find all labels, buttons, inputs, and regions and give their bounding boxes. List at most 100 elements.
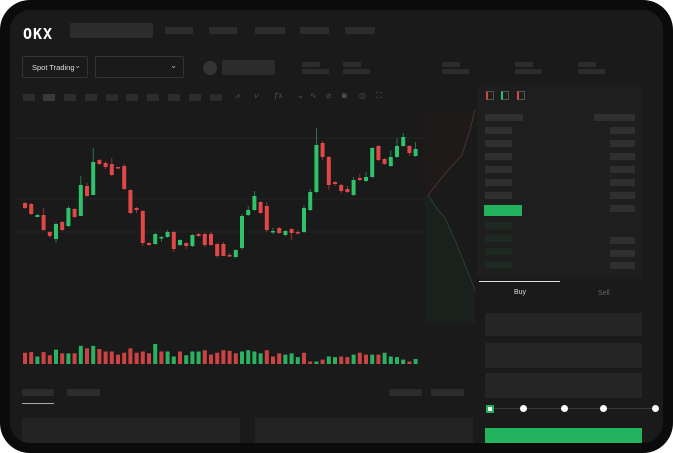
timeframe-button-active[interactable] xyxy=(43,94,55,101)
candle[interactable] xyxy=(388,157,393,166)
amount-input[interactable] xyxy=(485,343,642,368)
bottom-action[interactable] xyxy=(431,389,464,396)
candle[interactable] xyxy=(35,215,40,217)
candle[interactable] xyxy=(134,208,139,210)
candle[interactable] xyxy=(171,232,176,249)
line-icon[interactable]: ⩘ xyxy=(235,91,240,100)
bottom-action[interactable] xyxy=(389,389,422,396)
slider-stop-100[interactable] xyxy=(652,405,659,412)
ask-price[interactable] xyxy=(485,127,512,134)
candle[interactable] xyxy=(302,208,306,232)
candle[interactable] xyxy=(289,229,294,233)
candle[interactable] xyxy=(47,232,52,236)
candle[interactable] xyxy=(240,216,244,248)
candle[interactable] xyxy=(109,164,114,175)
timeframe-button[interactable] xyxy=(23,94,35,101)
candle[interactable] xyxy=(91,162,96,195)
candle[interactable] xyxy=(258,202,263,213)
candle[interactable] xyxy=(326,157,331,185)
candle[interactable] xyxy=(128,190,133,213)
slider-handle[interactable] xyxy=(486,405,494,413)
candle[interactable] xyxy=(147,243,151,245)
nav-item-4[interactable] xyxy=(300,27,329,34)
bid-price[interactable] xyxy=(485,235,512,242)
fullscreen-icon[interactable]: ⛶ xyxy=(376,91,382,100)
candle[interactable] xyxy=(122,166,127,189)
pair-dropdown[interactable]: ⌄ xyxy=(95,56,184,78)
chevron-down-icon[interactable]: ⌄ xyxy=(297,91,304,100)
candle[interactable] xyxy=(376,146,381,160)
candle[interactable] xyxy=(221,244,226,256)
candle[interactable] xyxy=(23,203,27,208)
price-input[interactable] xyxy=(485,313,642,336)
nav-item-1[interactable] xyxy=(165,27,193,34)
candle[interactable] xyxy=(66,208,71,226)
candle[interactable] xyxy=(41,215,46,230)
candle[interactable] xyxy=(314,145,319,192)
bid-price[interactable] xyxy=(485,261,512,268)
slider-stop-25[interactable] xyxy=(520,405,527,412)
candle[interactable] xyxy=(320,143,325,157)
timeframe-button[interactable] xyxy=(210,94,222,101)
search-bar[interactable] xyxy=(70,23,153,38)
candle[interactable] xyxy=(97,160,102,164)
timeframe-button[interactable] xyxy=(64,94,76,101)
candle[interactable] xyxy=(85,186,89,196)
candle[interactable] xyxy=(209,234,213,245)
wave-icon[interactable]: ∿ xyxy=(310,91,317,100)
total-input[interactable] xyxy=(485,373,642,398)
candle[interactable] xyxy=(407,146,412,153)
candle[interactable] xyxy=(153,234,158,244)
candle[interactable] xyxy=(333,182,337,184)
timeframe-button[interactable] xyxy=(85,94,97,101)
candle[interactable] xyxy=(339,185,344,191)
trading-mode-dropdown[interactable]: Spot Trading ⌄ xyxy=(22,56,88,78)
bottom-tab-orders[interactable] xyxy=(22,389,54,396)
bids-only-icon[interactable] xyxy=(501,91,509,100)
ask-price[interactable] xyxy=(485,140,512,147)
ruler-icon[interactable]: ⧄ xyxy=(326,91,332,100)
timeframe-button[interactable] xyxy=(106,94,118,101)
candle[interactable] xyxy=(351,180,356,195)
candle[interactable] xyxy=(233,250,238,257)
buy-button[interactable] xyxy=(485,428,642,443)
candle[interactable] xyxy=(308,192,313,210)
candle[interactable] xyxy=(370,148,375,177)
bottom-tab-history[interactable] xyxy=(67,389,100,396)
candle[interactable] xyxy=(215,244,220,256)
both-sides-icon[interactable] xyxy=(486,91,494,100)
candle[interactable] xyxy=(184,243,189,246)
okx-logo[interactable]: OKX xyxy=(23,25,54,43)
ask-price[interactable] xyxy=(485,153,512,160)
candle[interactable] xyxy=(283,231,288,235)
bid-price[interactable] xyxy=(485,222,512,229)
candle[interactable] xyxy=(202,234,207,245)
candle[interactable] xyxy=(252,196,257,210)
candle[interactable] xyxy=(159,237,164,239)
candle[interactable] xyxy=(72,209,77,217)
candle[interactable] xyxy=(78,185,83,216)
buy-tab[interactable]: Buy xyxy=(514,289,527,296)
chart-svg[interactable] xyxy=(10,10,663,443)
last-price-badge[interactable] xyxy=(484,205,522,216)
timeframe-button[interactable] xyxy=(126,94,138,101)
percent-slider-track[interactable] xyxy=(490,408,656,409)
timeframe-button[interactable] xyxy=(147,94,159,101)
sell-tab[interactable]: Sell xyxy=(598,290,610,297)
indicator-icon[interactable]: ƒx xyxy=(274,91,283,100)
candle[interactable] xyxy=(60,222,65,230)
nav-item-5[interactable] xyxy=(345,27,375,34)
timeframe-button[interactable] xyxy=(189,94,201,101)
candle[interactable] xyxy=(401,137,406,146)
bid-price[interactable] xyxy=(485,248,512,255)
camera-icon[interactable]: ◙ xyxy=(342,91,347,100)
candle[interactable] xyxy=(246,210,251,215)
candle[interactable] xyxy=(190,235,195,246)
candle[interactable] xyxy=(54,224,58,239)
slider-stop-75[interactable] xyxy=(600,405,607,412)
asks-only-icon[interactable] xyxy=(517,91,525,100)
candle[interactable] xyxy=(395,146,399,157)
ask-price[interactable] xyxy=(485,179,512,186)
candle[interactable] xyxy=(345,189,350,192)
candle[interactable] xyxy=(277,228,282,233)
